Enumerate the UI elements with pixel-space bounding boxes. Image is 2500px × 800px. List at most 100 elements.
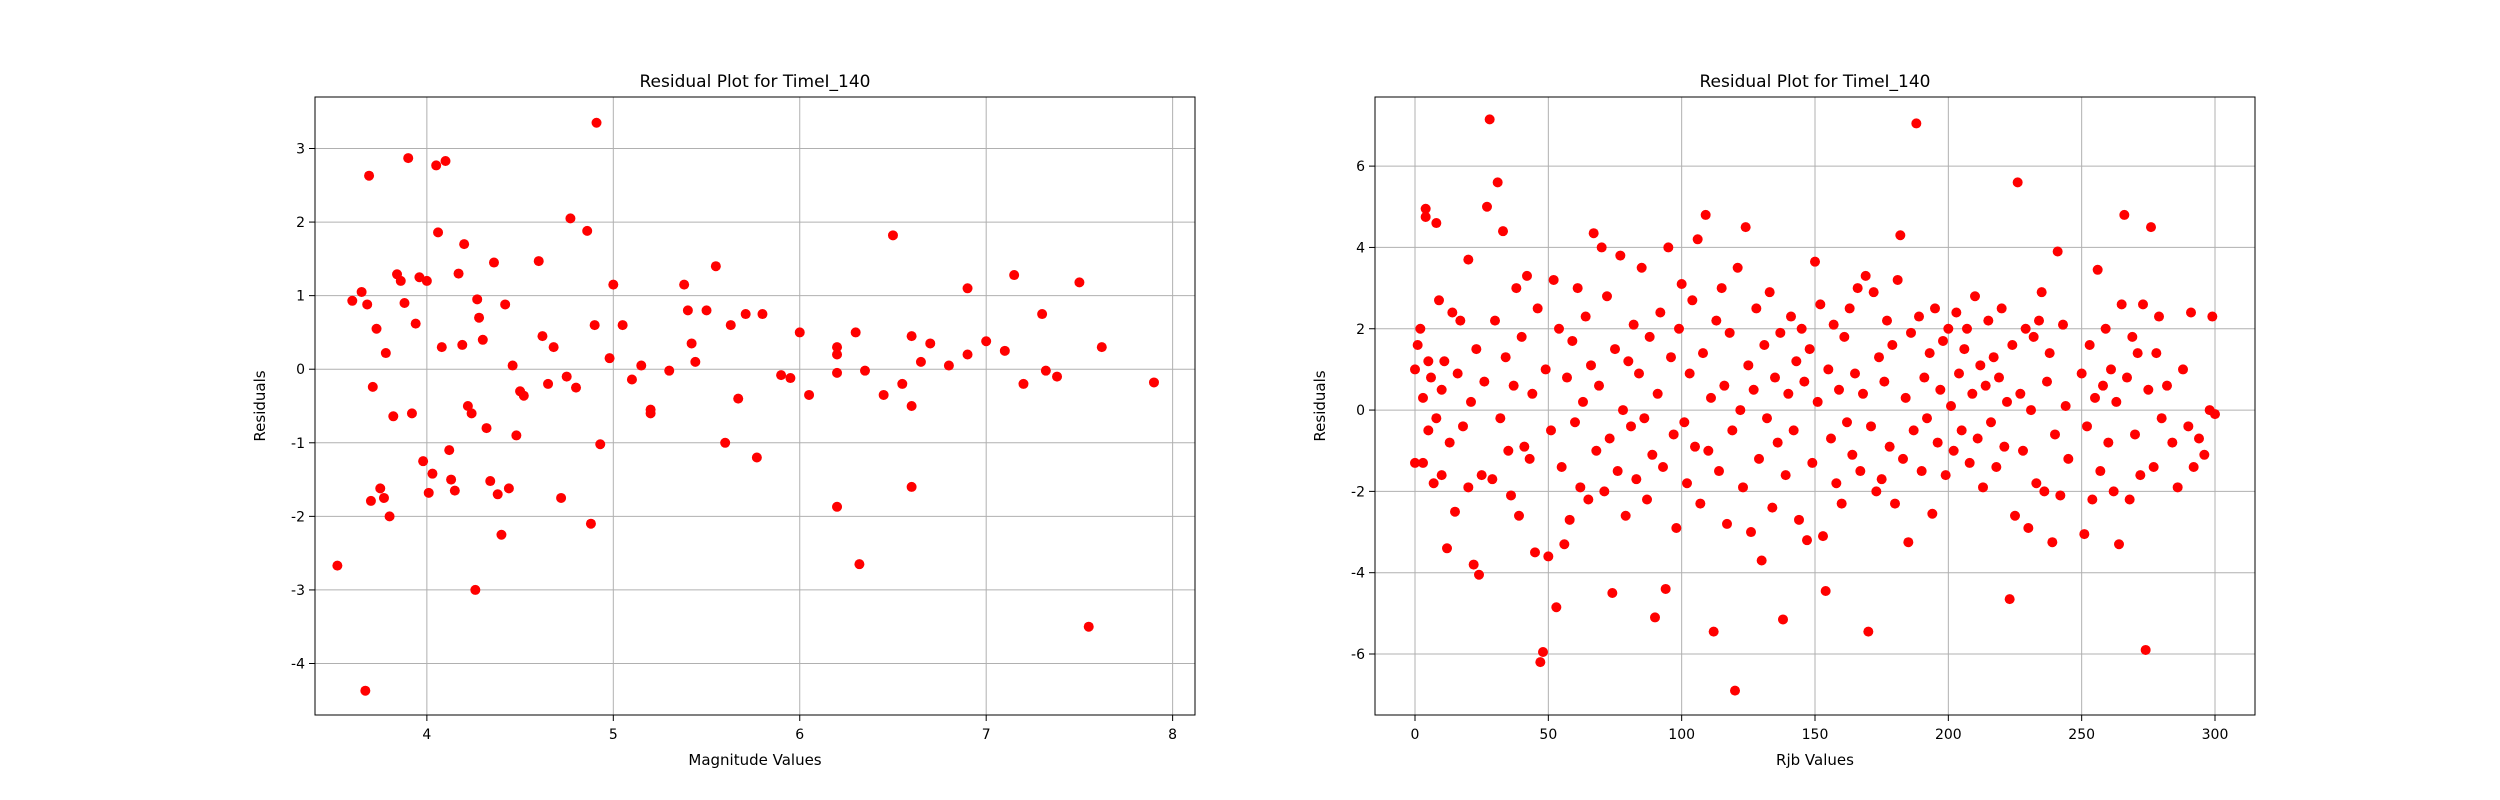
data-point xyxy=(1586,360,1596,371)
data-point xyxy=(1735,405,1746,416)
data-point xyxy=(1847,449,1858,460)
data-point xyxy=(1506,490,1516,501)
data-point xyxy=(591,117,602,128)
data-point xyxy=(1722,518,1732,529)
data-point xyxy=(2090,392,2100,403)
data-point xyxy=(1668,429,1679,440)
data-point xyxy=(1604,433,1615,444)
data-point xyxy=(1551,602,1562,613)
data-point xyxy=(1471,344,1482,355)
data-point xyxy=(2183,421,2194,432)
data-point xyxy=(1444,437,1455,448)
data-point xyxy=(2135,470,2146,481)
data-point xyxy=(2151,348,2162,359)
data-point xyxy=(1671,522,1682,533)
data-point xyxy=(887,230,898,241)
data-point xyxy=(2167,437,2178,448)
data-point xyxy=(2039,486,2050,497)
data-point xyxy=(1860,270,1871,281)
data-point xyxy=(686,338,697,349)
data-point xyxy=(1492,177,1503,188)
data-point xyxy=(1932,437,1943,448)
data-point xyxy=(701,305,712,316)
data-point xyxy=(503,483,514,494)
data-point xyxy=(1914,311,1924,322)
data-point xyxy=(2124,494,2135,505)
data-point xyxy=(1578,396,1588,407)
data-point xyxy=(470,584,481,595)
data-point xyxy=(595,439,606,450)
data-point xyxy=(1476,470,1487,481)
data-point xyxy=(492,489,503,500)
data-point xyxy=(1652,388,1663,399)
data-point xyxy=(1436,470,1447,481)
data-point xyxy=(466,408,477,419)
data-point xyxy=(1916,466,1927,477)
data-point xyxy=(1508,380,1519,391)
data-point xyxy=(1887,340,1898,351)
data-point xyxy=(1754,453,1764,464)
data-point xyxy=(2122,372,2132,383)
data-point xyxy=(1796,323,1807,334)
data-point xyxy=(617,320,628,331)
data-point xyxy=(1490,315,1500,326)
data-point xyxy=(399,298,410,308)
data-point xyxy=(1540,364,1551,375)
data-point xyxy=(1954,368,1964,379)
data-point xyxy=(1900,392,1911,403)
data-point xyxy=(2047,537,2058,548)
data-point xyxy=(1666,352,1676,363)
data-point xyxy=(457,339,468,350)
data-point xyxy=(444,445,455,456)
data-point xyxy=(1431,218,1442,229)
data-point xyxy=(1799,376,1810,387)
data-point xyxy=(565,213,576,224)
y-tick-label: -2 xyxy=(291,509,305,525)
data-point xyxy=(571,382,582,393)
data-point xyxy=(1938,335,1948,346)
data-point xyxy=(436,342,447,353)
data-point xyxy=(556,492,567,503)
data-point xyxy=(1970,291,1980,302)
data-point xyxy=(1959,344,1970,355)
data-point xyxy=(2210,409,2220,420)
data-point xyxy=(1514,510,1524,521)
data-point xyxy=(1748,384,1759,395)
data-point xyxy=(481,423,492,434)
data-point xyxy=(1610,344,1620,355)
data-point xyxy=(1466,396,1476,407)
data-point xyxy=(733,393,744,404)
data-point xyxy=(446,474,457,485)
data-point xyxy=(1839,331,1850,342)
data-point xyxy=(2108,486,2119,497)
data-point xyxy=(1580,311,1591,322)
data-point xyxy=(375,483,386,494)
data-point xyxy=(1951,307,1962,318)
data-point xyxy=(1009,270,1020,281)
data-point xyxy=(1868,287,1879,298)
data-point xyxy=(1788,425,1799,436)
data-point xyxy=(1882,315,1892,326)
data-point xyxy=(1884,441,1895,452)
data-point xyxy=(2050,429,2060,440)
y-tick-label: -3 xyxy=(291,583,305,599)
chart-title-magnitude: Residual Plot for TimeI_140 xyxy=(640,72,871,92)
data-point xyxy=(2012,177,2023,188)
data-point xyxy=(1866,421,1876,432)
data-point xyxy=(2154,311,2164,322)
data-point xyxy=(1820,585,1831,596)
data-point xyxy=(1618,405,1628,416)
data-point xyxy=(2127,331,2138,342)
x-tick-label: 4 xyxy=(422,727,431,743)
data-point xyxy=(832,349,843,360)
data-point xyxy=(2060,401,2071,411)
data-point xyxy=(626,374,637,385)
data-point xyxy=(1426,372,1436,383)
data-point xyxy=(2207,311,2218,322)
data-point xyxy=(533,256,544,267)
x-tick-label: 6 xyxy=(795,727,804,743)
data-point xyxy=(1948,445,1959,456)
data-point xyxy=(2002,396,2012,407)
data-point xyxy=(2015,388,2026,399)
data-point xyxy=(1650,612,1660,623)
